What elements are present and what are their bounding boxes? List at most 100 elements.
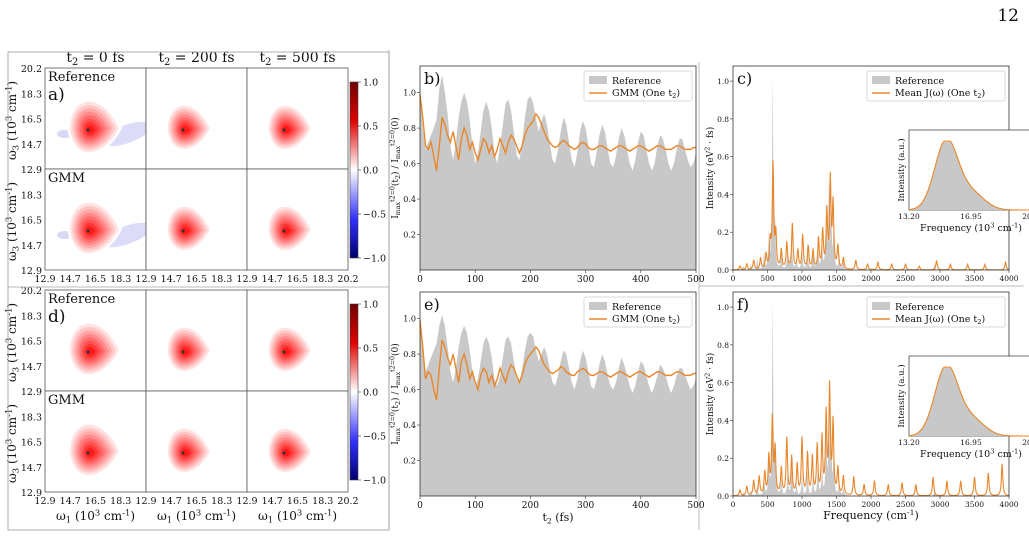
x-tick-label: 18.3 — [110, 496, 131, 507]
legend-label: Reference — [612, 302, 662, 313]
y-tick-label: 0.4 — [403, 195, 416, 204]
y-tick-label: 0.6 — [403, 386, 416, 395]
inset-x-tick-label: 20.70 — [1022, 438, 1029, 447]
y-tick-label: 12.9 — [21, 488, 42, 499]
y-tick-label: 0.2 — [717, 228, 729, 237]
colorbar — [349, 81, 359, 259]
x-tick-label: 1000 — [792, 274, 811, 283]
y-tick-label: 0.0 — [717, 266, 729, 275]
y-tick-label: 12.9 — [21, 165, 42, 176]
x-axis-title: ω1 (103 cm-1) — [56, 507, 135, 524]
peak-marker — [282, 229, 286, 233]
inset-reference-area — [909, 368, 1029, 436]
legend-label: GMM (One t2) — [612, 314, 680, 326]
y-tick-label: 0.0 — [717, 492, 729, 501]
x-tick-label: 16.5 — [287, 496, 308, 507]
legend-label: Reference — [895, 302, 945, 313]
peak-marker — [86, 350, 90, 354]
y-tick-label: 18.3 — [21, 89, 42, 100]
legend-label: Mean J(ω) (One t2) — [895, 314, 985, 326]
cell-frame — [246, 390, 349, 493]
x-tick-label: 16.5 — [287, 274, 308, 285]
y-tick-label: 14.7 — [21, 463, 42, 474]
panel-letter: b) — [424, 69, 440, 88]
peak-marker — [282, 128, 286, 132]
left-block-border — [7, 51, 390, 531]
y-tick-label: 0.4 — [717, 416, 729, 425]
contour-level — [86, 226, 96, 235]
peak-marker — [86, 451, 90, 455]
colorbar-tick-label: −0.5 — [363, 210, 386, 221]
y-tick-label: 16.5 — [21, 337, 42, 348]
x-tick-label: 18.3 — [211, 496, 232, 507]
panel-b: 0 100 200 300 400 500 0.2 0.4 0.6 0.8 1.0 b) Referen… — [390, 65, 705, 285]
y-tick-label: 1.0 — [717, 77, 729, 86]
inset-x-tick-label: 16.95 — [960, 212, 982, 221]
panel-letter: a) — [48, 85, 65, 105]
inset-model-line — [908, 366, 1029, 437]
y-tick-label: 0.6 — [717, 379, 729, 388]
legend-box — [583, 70, 693, 102]
x-tick-label: 12.9 — [34, 496, 55, 507]
x-axis-title: t2 (fs) — [542, 511, 573, 525]
x-tick-label: 16.5 — [186, 496, 207, 507]
colorbar-tick-label: −1.0 — [363, 254, 386, 265]
x-tick-label: 14.7 — [60, 496, 81, 507]
x-tick-label: 16.5 — [85, 496, 106, 507]
y-axis-title: Imaxt2=0(t2) / Imaxt2=0(0) — [390, 343, 402, 445]
contour-level — [86, 125, 96, 134]
y-tick-label: 12.9 — [21, 387, 42, 398]
x-tick-label: 100 — [467, 275, 484, 285]
x-tick-label: 16.5 — [85, 274, 106, 285]
x-tick-label: 400 — [632, 501, 649, 511]
x-tick-label: 12.9 — [135, 274, 156, 285]
x-tick-label: 0 — [417, 501, 423, 511]
legend-label: GMM (One t2) — [612, 88, 680, 100]
model-line — [732, 380, 1010, 497]
y-tick-label: 0.2 — [403, 457, 416, 466]
x-tick-label: 12.9 — [135, 496, 156, 507]
spectrum-cell — [246, 67, 349, 170]
y-tick-label: 16.5 — [21, 438, 42, 449]
legend-label: Reference — [895, 76, 945, 87]
x-axis-title: ω1 (103 cm-1) — [258, 507, 337, 524]
y-tick-label: 0.4 — [403, 421, 416, 430]
colorbar-tick-label: 0.0 — [363, 388, 378, 399]
x-tick-label: 1000 — [792, 500, 811, 509]
legend-swatch-reference — [589, 76, 607, 84]
peak-marker — [181, 451, 185, 455]
model-line — [419, 320, 696, 401]
colorbar — [349, 303, 359, 481]
y-tick-label: 16.5 — [21, 216, 42, 227]
y-axis-title: Imaxt2=0(t2) / Imaxt2=0(0) — [390, 117, 402, 219]
plot-frame — [419, 65, 697, 271]
x-tick-label: 18.3 — [110, 274, 131, 285]
x-tick-label: 3500 — [965, 500, 984, 509]
row-label: GMM — [48, 171, 85, 186]
x-tick-label: 20.2 — [337, 496, 358, 507]
x-tick-label: 2000 — [861, 500, 880, 509]
x-tick-label: 14.7 — [161, 496, 182, 507]
peak-marker — [181, 229, 185, 233]
spectrum-cell — [44, 289, 147, 392]
spectrum-cell — [145, 168, 248, 271]
y-tick-label: 0.6 — [403, 160, 416, 169]
y-tick-label: 12.9 — [21, 266, 42, 277]
y-axis-title: ω3 (103 cm-1) — [3, 404, 20, 483]
peak-marker — [86, 128, 90, 132]
panel-c: 0 500 1000 1500 2000 2500 3000 3500 4000 0.0 0.2 0.… — [705, 65, 1029, 283]
x-tick-label: 200 — [522, 275, 539, 285]
peak-marker — [86, 229, 90, 233]
x-tick-label: 12.9 — [236, 496, 257, 507]
x-tick-label: 100 — [467, 501, 484, 511]
x-tick-label: 14.7 — [262, 496, 283, 507]
row-label: Reference — [48, 292, 116, 307]
x-tick-label: 12.9 — [236, 274, 257, 285]
legend-box — [866, 296, 1006, 328]
x-tick-label: 1500 — [827, 274, 846, 283]
peak-marker — [181, 128, 185, 132]
y-tick-label: 0.2 — [717, 454, 729, 463]
x-tick-label: 400 — [632, 275, 649, 285]
legend-swatch-reference — [872, 76, 890, 84]
spectrum-cell — [145, 289, 248, 392]
